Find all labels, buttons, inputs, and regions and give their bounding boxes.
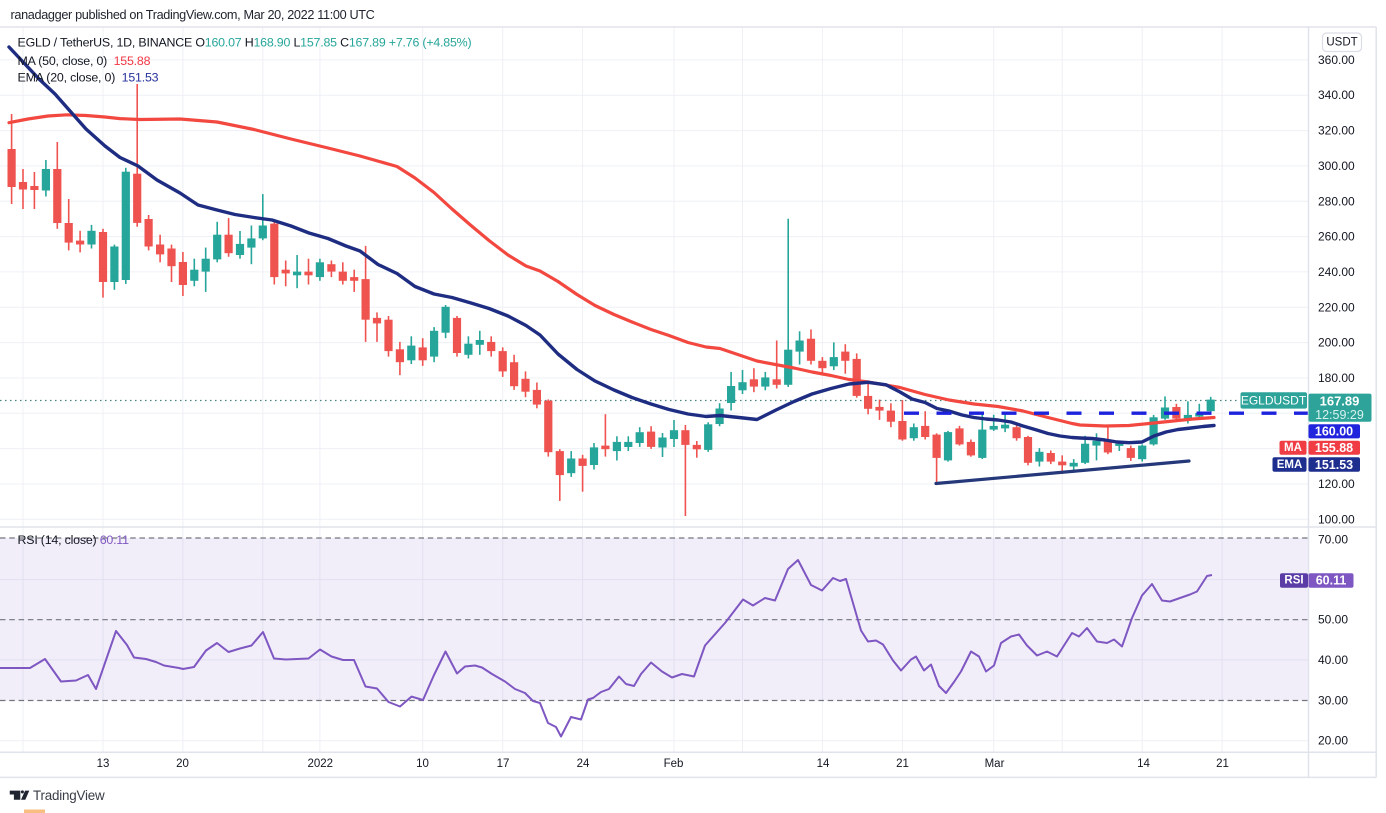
svg-text:151.53: 151.53 <box>1315 458 1353 472</box>
svg-text:155.88: 155.88 <box>1315 441 1353 455</box>
svg-text:40.00: 40.00 <box>1318 653 1348 667</box>
svg-text:12:59:29: 12:59:29 <box>1315 408 1364 422</box>
svg-text:RSI (14, close) 60.11: RSI (14, close) 60.11 <box>18 533 130 547</box>
svg-text:14: 14 <box>817 758 830 770</box>
svg-text:Feb: Feb <box>664 758 684 770</box>
svg-text:200.00: 200.00 <box>1318 336 1355 350</box>
svg-text:20: 20 <box>176 758 189 770</box>
svg-text:17: 17 <box>497 758 510 770</box>
svg-text:100.00: 100.00 <box>1318 512 1355 526</box>
svg-text:120.00: 120.00 <box>1318 477 1355 491</box>
svg-text:10: 10 <box>416 758 429 770</box>
svg-text:TradingView: TradingView <box>33 788 105 803</box>
svg-text:MA (50, close, 0) 155.88: MA (50, close, 0) 155.88 <box>18 54 151 68</box>
svg-text:ranadagger published on Tradin: ranadagger published on TradingView.com,… <box>11 8 375 22</box>
svg-text:21: 21 <box>1216 758 1229 770</box>
svg-text:180.00: 180.00 <box>1318 371 1355 385</box>
svg-text:20.00: 20.00 <box>1318 734 1348 748</box>
svg-text:60.11: 60.11 <box>1316 574 1347 588</box>
svg-text:USDT: USDT <box>1326 37 1357 49</box>
svg-text:RSI: RSI <box>1284 575 1303 587</box>
svg-text:EGLDUSDT: EGLDUSDT <box>1241 394 1307 408</box>
svg-text:340.00: 340.00 <box>1318 88 1355 102</box>
svg-text:280.00: 280.00 <box>1318 194 1355 208</box>
svg-text:70.00: 70.00 <box>1318 533 1348 547</box>
svg-text:21: 21 <box>896 758 909 770</box>
svg-text:360.00: 360.00 <box>1318 53 1355 67</box>
svg-text:EMA (20, close, 0) 151.53: EMA (20, close, 0) 151.53 <box>18 71 159 85</box>
svg-text:220.00: 220.00 <box>1318 300 1355 314</box>
svg-text:EMA: EMA <box>1277 459 1303 471</box>
svg-text:2022: 2022 <box>308 758 334 770</box>
svg-text:50.00: 50.00 <box>1318 613 1348 627</box>
svg-text:14: 14 <box>1137 758 1150 770</box>
svg-text:240.00: 240.00 <box>1318 265 1355 279</box>
svg-text:167.89: 167.89 <box>1320 393 1360 408</box>
svg-text:13: 13 <box>97 758 110 770</box>
svg-text:320.00: 320.00 <box>1318 124 1355 138</box>
svg-text:260.00: 260.00 <box>1318 230 1355 244</box>
svg-text:Mar: Mar <box>985 758 1005 770</box>
svg-text:24: 24 <box>577 758 590 770</box>
svg-text:30.00: 30.00 <box>1318 694 1348 708</box>
svg-text:EGLD / TetherUS, 1D, BINANCE O: EGLD / TetherUS, 1D, BINANCE O160.07 H16… <box>18 36 472 50</box>
svg-text:160.00: 160.00 <box>1315 424 1353 438</box>
svg-text:300.00: 300.00 <box>1318 159 1355 173</box>
svg-text:MA: MA <box>1284 442 1302 454</box>
